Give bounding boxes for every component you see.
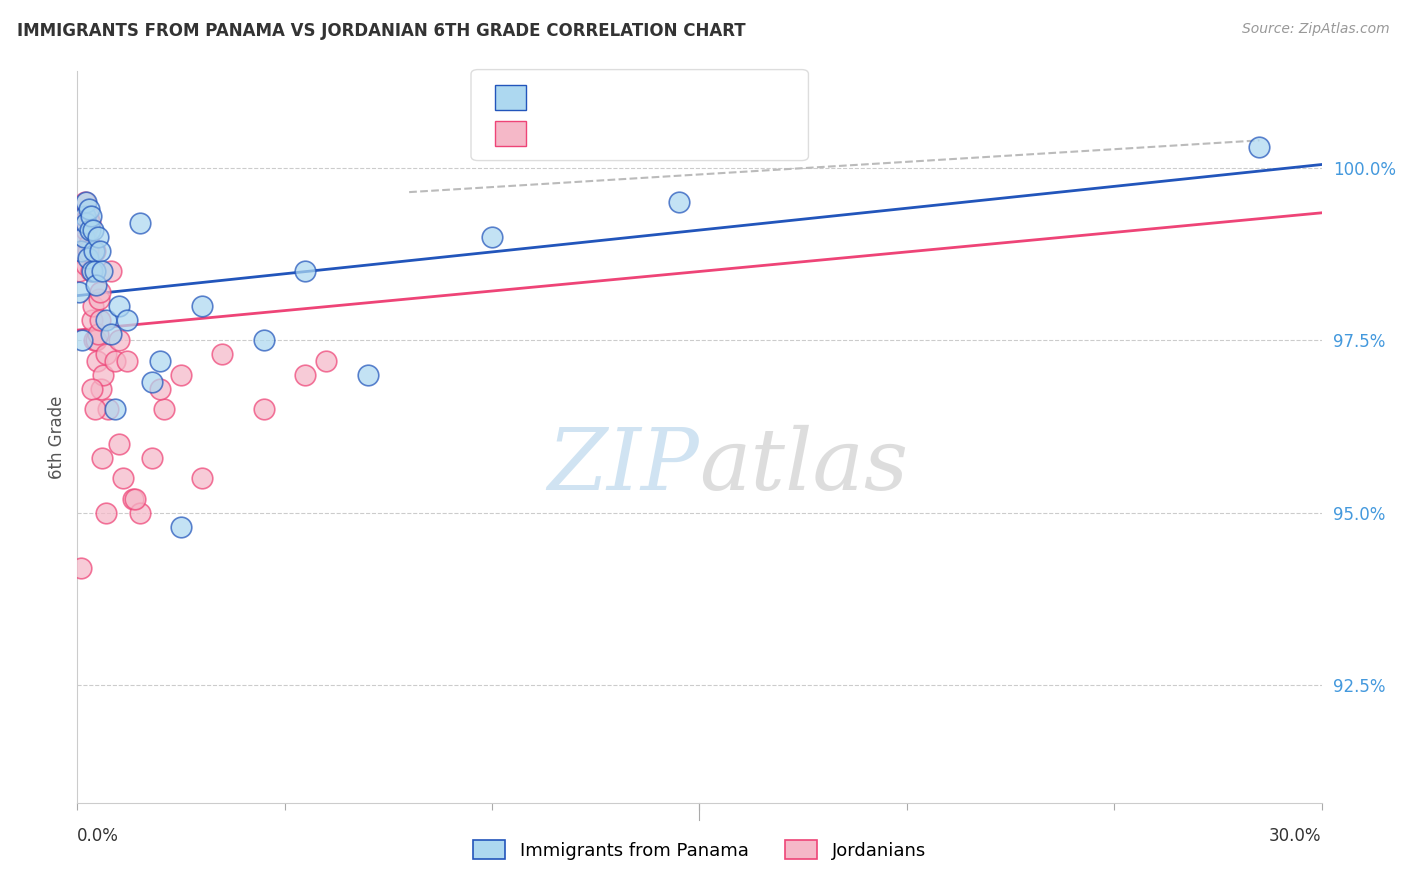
Point <box>70 244 93 258</box>
Point <box>80 382 103 396</box>
Point <box>108 334 129 348</box>
Point <box>76 209 98 223</box>
Text: N = 49: N = 49 <box>662 124 730 142</box>
Point <box>1249 140 1271 154</box>
Point <box>111 471 134 485</box>
Point <box>100 326 122 341</box>
Point <box>79 264 101 278</box>
Point <box>253 402 276 417</box>
Point <box>89 244 111 258</box>
Y-axis label: 6th Grade: 6th Grade <box>48 395 66 479</box>
Point <box>87 326 110 341</box>
Point <box>87 292 110 306</box>
Text: 0.0%: 0.0% <box>77 827 120 845</box>
Point <box>75 223 97 237</box>
Point <box>315 354 337 368</box>
Point <box>153 402 176 417</box>
Point <box>96 506 118 520</box>
Point <box>77 202 100 217</box>
Point <box>170 368 193 382</box>
Point <box>79 209 101 223</box>
Point <box>141 375 163 389</box>
Point <box>79 223 101 237</box>
Text: 30.0%: 30.0% <box>1270 827 1322 845</box>
Point <box>128 506 150 520</box>
Text: N = 35: N = 35 <box>662 88 730 106</box>
Point <box>149 382 172 396</box>
Point <box>83 264 105 278</box>
Point <box>75 258 97 272</box>
Point <box>191 299 214 313</box>
Point <box>67 264 90 278</box>
Point <box>86 354 108 368</box>
Point <box>91 368 114 382</box>
Point <box>75 195 97 210</box>
Point <box>104 354 127 368</box>
Point <box>72 334 94 348</box>
Point <box>96 312 118 326</box>
Point <box>90 382 112 396</box>
Point <box>83 334 105 348</box>
Point <box>83 402 105 417</box>
Point <box>77 236 100 251</box>
Point <box>124 492 146 507</box>
Text: IMMIGRANTS FROM PANAMA VS JORDANIAN 6TH GRADE CORRELATION CHART: IMMIGRANTS FROM PANAMA VS JORDANIAN 6TH … <box>17 22 745 40</box>
Point <box>115 312 138 326</box>
Point <box>76 244 98 258</box>
Point <box>70 561 93 575</box>
Point <box>83 244 105 258</box>
Point <box>72 244 94 258</box>
Point <box>122 492 145 507</box>
Text: Source: ZipAtlas.com: Source: ZipAtlas.com <box>1241 22 1389 37</box>
Point <box>75 216 97 230</box>
Point <box>294 264 316 278</box>
Point <box>357 368 380 382</box>
Point <box>141 450 163 465</box>
Point <box>170 520 193 534</box>
Point <box>87 230 110 244</box>
Point <box>82 299 104 313</box>
Point <box>253 334 276 348</box>
Text: R =  0.229: R = 0.229 <box>540 124 644 142</box>
Point <box>668 195 690 210</box>
Point <box>72 216 94 230</box>
Point <box>108 437 129 451</box>
Point <box>84 334 107 348</box>
Point <box>104 402 127 417</box>
Point <box>73 209 96 223</box>
Point <box>481 230 503 244</box>
Point <box>84 278 107 293</box>
Point <box>108 299 129 313</box>
Text: R =  0.391: R = 0.391 <box>540 88 644 106</box>
Point <box>83 244 105 258</box>
Text: atlas: atlas <box>700 425 908 508</box>
Point <box>76 251 98 265</box>
Point <box>72 230 94 244</box>
Point <box>294 368 316 382</box>
Point <box>97 402 120 417</box>
Point <box>89 312 111 326</box>
Text: ZIP: ZIP <box>547 425 700 508</box>
Legend: Immigrants from Panama, Jordanians: Immigrants from Panama, Jordanians <box>465 833 934 867</box>
Point <box>100 264 122 278</box>
Point <box>211 347 233 361</box>
Point <box>82 223 104 237</box>
Point <box>191 471 214 485</box>
Point <box>67 285 90 300</box>
Point <box>69 230 91 244</box>
Point <box>128 216 150 230</box>
Point <box>73 195 96 210</box>
Point <box>115 354 138 368</box>
Point <box>91 450 114 465</box>
Point <box>94 347 117 361</box>
Point <box>149 354 172 368</box>
Point <box>80 312 103 326</box>
Point <box>91 264 114 278</box>
Point <box>89 285 111 300</box>
Point <box>80 264 103 278</box>
Point <box>79 216 101 230</box>
